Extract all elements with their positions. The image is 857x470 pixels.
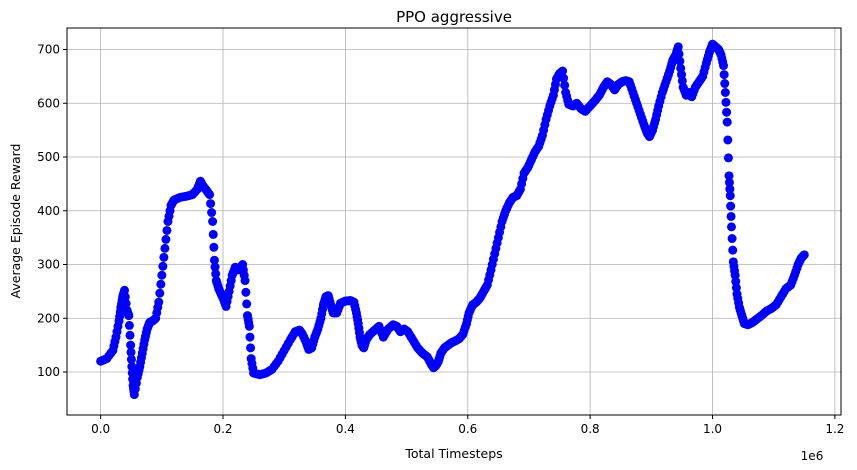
x-tick-label: 0.6	[458, 422, 477, 436]
data-point	[209, 242, 219, 252]
data-point	[157, 270, 167, 280]
data-point	[674, 49, 684, 59]
y-tick-label: 500	[37, 150, 60, 164]
data-point	[728, 245, 738, 255]
data-point	[558, 66, 568, 76]
data-point	[244, 321, 254, 331]
data-point	[799, 250, 809, 260]
data-point	[723, 135, 733, 145]
data-point	[720, 88, 730, 97]
data-point	[242, 299, 252, 309]
data-point	[245, 332, 255, 342]
data-point	[725, 184, 735, 194]
data-point	[724, 171, 734, 181]
plot-frame	[66, 27, 842, 416]
data-point	[726, 211, 736, 221]
data-point	[205, 190, 215, 200]
data-point	[207, 208, 217, 218]
data-point	[210, 262, 220, 272]
data-point	[156, 279, 166, 289]
data-point	[726, 222, 736, 232]
x-tick-label: 1.2	[825, 422, 844, 436]
data-point	[726, 201, 736, 211]
x-tick-label: 1.0	[703, 422, 722, 436]
data-points	[96, 39, 809, 400]
data-point	[240, 276, 250, 286]
data-point	[725, 191, 735, 201]
y-tick-label: 700	[37, 43, 60, 57]
data-point	[724, 177, 734, 187]
data-point	[155, 288, 165, 298]
y-tick-label: 300	[37, 258, 60, 272]
x-tick-label: 0.4	[336, 422, 355, 436]
axis-ticks: 0.0 0.2 0.4 0.6 0.8 1.0 1.2 100 200 300 400 500 600 7…	[37, 43, 844, 437]
data-point	[723, 153, 733, 163]
data-point	[162, 225, 172, 235]
data-point	[719, 61, 729, 71]
data-point	[209, 255, 219, 265]
y-tick-label: 400	[37, 204, 60, 218]
data-point	[158, 261, 168, 271]
data-point	[120, 285, 130, 295]
data-point	[121, 299, 131, 309]
data-point	[159, 252, 169, 262]
data-point	[675, 56, 685, 66]
x-tick-label: 0.2	[213, 422, 232, 436]
data-point	[722, 117, 732, 127]
data-point	[124, 311, 134, 321]
data-point	[719, 70, 729, 80]
data-point	[246, 343, 256, 353]
data-point	[720, 79, 730, 89]
data-point	[208, 229, 218, 239]
data-point	[559, 73, 569, 83]
data-point	[206, 199, 216, 209]
x-axis-label: Total Timesteps	[404, 446, 502, 461]
data-point	[126, 340, 136, 350]
data-point	[160, 243, 170, 253]
chart-title: PPO aggressive	[396, 8, 512, 26]
data-point	[161, 234, 171, 244]
y-tick-label: 200	[37, 311, 60, 325]
x-tick-label: 0.8	[581, 422, 600, 436]
x-axis-scale-label: 1e6	[801, 449, 824, 463]
y-tick-label: 600	[37, 96, 60, 110]
data-point	[126, 347, 136, 357]
data-point	[560, 80, 570, 90]
data-point	[125, 330, 135, 340]
data-point	[673, 42, 683, 52]
x-tick-label: 0.0	[91, 422, 110, 436]
data-point	[722, 107, 732, 117]
y-tick-label: 100	[37, 365, 60, 379]
data-point	[126, 354, 136, 364]
data-point	[241, 287, 251, 297]
data-point	[208, 217, 218, 226]
data-point	[154, 297, 164, 307]
data-point	[120, 292, 130, 302]
data-point	[727, 234, 737, 244]
y-axis-label: Average Episode Reward	[8, 144, 23, 299]
data-point	[124, 320, 134, 330]
data-point	[211, 269, 221, 279]
data-point	[721, 97, 731, 107]
